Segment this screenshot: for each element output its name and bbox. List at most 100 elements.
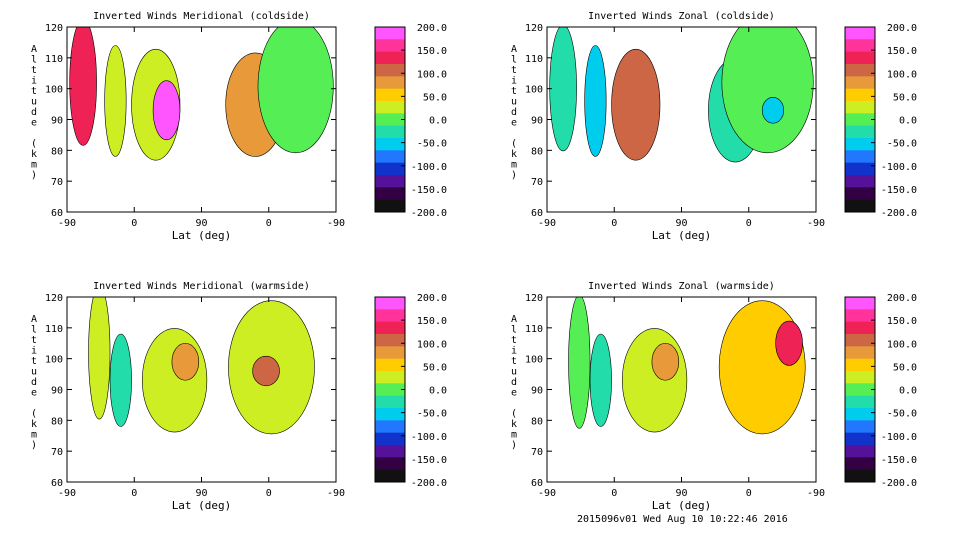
colorbar-label: -100.0: [881, 162, 917, 173]
y-tick-label: 120: [525, 23, 543, 34]
colorbar-swatch: [845, 101, 875, 114]
colorbar-label: 100.0: [417, 339, 447, 350]
colorbar-swatch: [375, 101, 405, 114]
contour-field: [568, 297, 806, 435]
colorbar-swatch: [375, 51, 405, 65]
colorbar-swatch: [375, 334, 405, 347]
x-tick-label: 90: [675, 218, 687, 229]
x-tick-label: 0: [611, 488, 617, 499]
colorbar-label: 0.0: [899, 386, 917, 397]
contour-band: [252, 355, 280, 387]
colorbar-label: -200.0: [411, 478, 447, 489]
colorbar-swatch: [375, 358, 405, 372]
colorbar-swatch: [375, 432, 405, 446]
colorbar-swatch: [375, 113, 405, 127]
colorbar-label: 200.0: [887, 293, 917, 304]
contour-field: [88, 297, 315, 435]
colorbar-swatch: [845, 51, 875, 65]
colorbar-label: -200.0: [881, 208, 917, 219]
colorbar-swatch: [845, 432, 875, 446]
contour-band: [88, 297, 111, 420]
colorbar-swatch: [845, 346, 875, 360]
colorbar-label: 0.0: [899, 116, 917, 127]
x-tick-label: 0: [746, 218, 752, 229]
colorbar-label: 200.0: [887, 23, 917, 34]
x-tick-label: 0: [611, 218, 617, 229]
x-tick-label: -90: [807, 218, 825, 229]
chart-title: Inverted Winds Meridional (coldside): [93, 11, 310, 22]
x-axis-label: Lat (deg): [172, 499, 232, 512]
colorbar-swatch: [375, 321, 405, 335]
colorbar-label: 150.0: [417, 316, 447, 327]
contour-band: [611, 48, 661, 161]
contour-band: [718, 300, 806, 435]
colorbar-swatch: [845, 27, 875, 40]
colorbar-swatch: [845, 297, 875, 310]
colorbar-swatch: [845, 39, 875, 53]
y-tick-label: 80: [531, 416, 543, 427]
y-tick-label: 90: [51, 116, 63, 127]
colorbar-label: -100.0: [411, 432, 447, 443]
colorbar-swatch: [375, 125, 405, 139]
colorbar-swatch: [375, 445, 405, 458]
colorbar-swatch: [845, 469, 875, 483]
colorbar-label: 50.0: [423, 92, 447, 103]
y-tick-label: 120: [45, 293, 63, 304]
y-tick-label: 110: [45, 54, 63, 65]
colorbar-swatch: [845, 162, 875, 176]
y-tick-label: 90: [531, 386, 543, 397]
contour-field: [69, 27, 334, 161]
colorbar-label: 100.0: [887, 69, 917, 80]
colorbar-label: -100.0: [881, 432, 917, 443]
colorbar-swatch: [375, 309, 405, 323]
contour-band: [171, 342, 200, 381]
colorbar-swatch: [375, 76, 405, 90]
contour-band: [761, 97, 785, 124]
colorbar-label: 100.0: [887, 339, 917, 350]
y-tick-label: 90: [531, 116, 543, 127]
colorbar-label: -150.0: [411, 185, 447, 196]
colorbar-swatch: [845, 88, 875, 102]
colorbar-swatch: [375, 138, 405, 151]
x-tick-label: 0: [266, 218, 272, 229]
y-tick-label: 70: [531, 447, 543, 458]
x-tick-label: -90: [807, 488, 825, 499]
colorbar-swatch: [375, 383, 405, 397]
colorbar-swatch: [845, 138, 875, 151]
contour-band: [622, 328, 688, 433]
y-tick-label: 100: [525, 85, 543, 96]
colorbar-swatch: [375, 346, 405, 360]
colorbar-swatch: [845, 371, 875, 384]
colorbar-label: -150.0: [411, 455, 447, 466]
contour-band: [257, 27, 334, 154]
colorbar-swatch: [375, 199, 405, 213]
y-tick-label: 100: [45, 355, 63, 366]
colorbar-swatch: [375, 175, 405, 188]
colorbar-label: 50.0: [423, 362, 447, 373]
x-tick-label: -90: [58, 488, 76, 499]
colorbar-swatch: [845, 175, 875, 188]
x-tick-label: -90: [538, 488, 556, 499]
y-tick-label: 60: [531, 208, 543, 219]
colorbar-swatch: [375, 408, 405, 421]
contour-field: [549, 27, 814, 163]
colorbar-label: -200.0: [411, 208, 447, 219]
colorbar-label: -150.0: [881, 455, 917, 466]
chart-title: Inverted Winds Zonal (coldside): [588, 11, 775, 22]
colorbar-label: 200.0: [417, 293, 447, 304]
colorbar-label: -50.0: [417, 409, 447, 420]
colorbar-swatch: [845, 334, 875, 347]
colorbar-label: 50.0: [893, 92, 917, 103]
colorbar-label: -50.0: [417, 139, 447, 150]
colorbar-swatch: [845, 457, 875, 471]
x-tick-label: -90: [538, 218, 556, 229]
colorbar-swatch: [845, 321, 875, 335]
x-tick-label: -90: [327, 218, 345, 229]
y-tick-label: 100: [45, 85, 63, 96]
y-tick-label: 70: [531, 177, 543, 188]
colorbar-label: 150.0: [887, 316, 917, 327]
